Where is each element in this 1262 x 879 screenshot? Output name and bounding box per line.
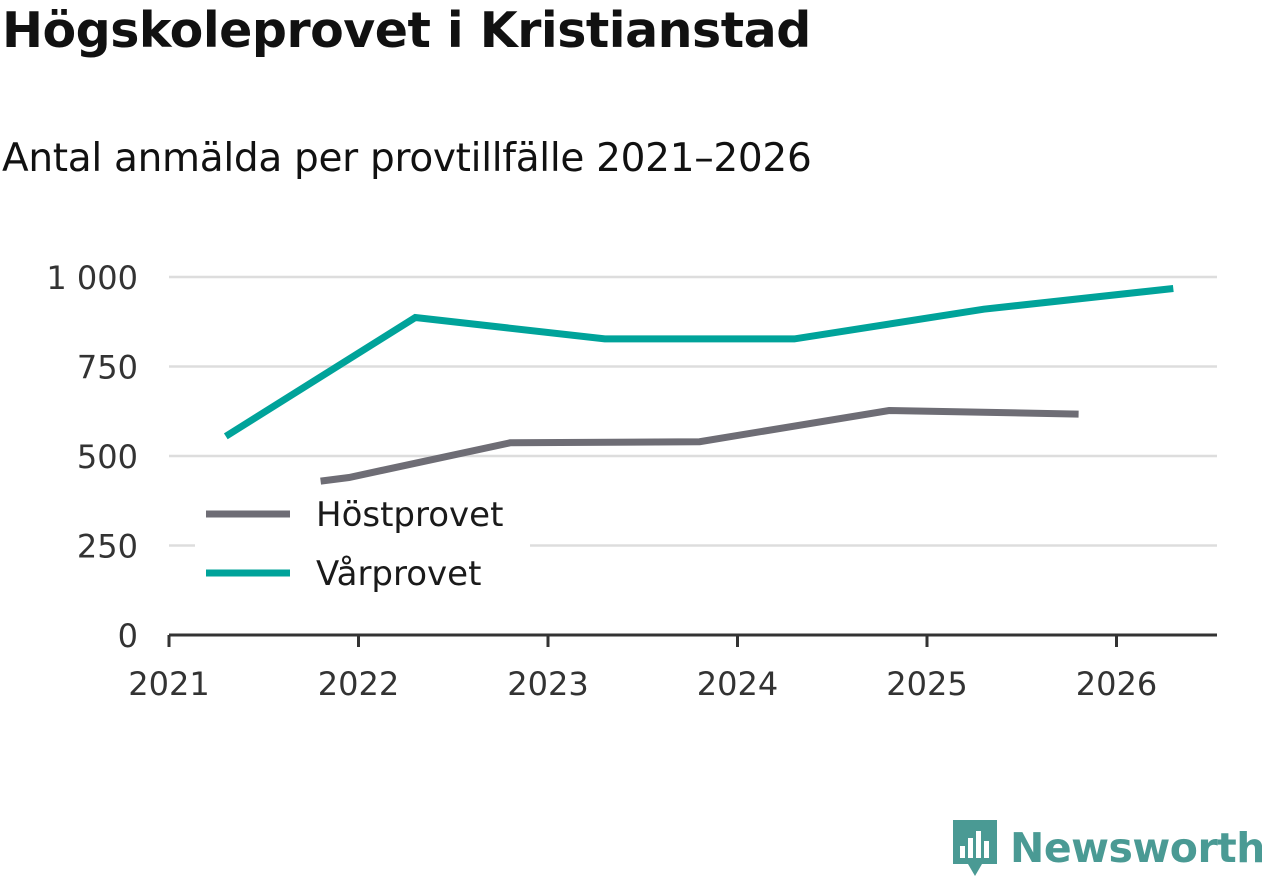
series-line-hostprovet — [320, 406, 1079, 485]
y-axis-labels: 0 250 500 750 1 000 — [46, 259, 138, 655]
y-tick-label: 750 — [77, 349, 138, 387]
legend-label: Höstprovet — [316, 495, 503, 535]
x-tick-label: 2023 — [507, 665, 588, 703]
legend: Höstprovet Vårprovet — [195, 486, 530, 600]
x-tick-label: 2024 — [697, 665, 778, 703]
chart-subtitle: Antal anmälda per provtillfälle 2021–202… — [2, 136, 812, 181]
series-lines — [223, 285, 1174, 485]
logo-wordmark: Newsworthy — [1010, 824, 1262, 872]
y-tick-label: 250 — [77, 528, 138, 566]
y-tick-label: 1 000 — [46, 259, 138, 297]
x-tick-label: 2021 — [128, 665, 209, 703]
x-axis — [167, 633, 1217, 647]
legend-label: Vårprovet — [316, 554, 481, 594]
x-axis-labels: 2021 2022 2023 2024 2025 2026 — [128, 665, 1157, 703]
y-tick-label: 500 — [77, 438, 138, 476]
y-tick-label: 0 — [118, 617, 138, 655]
x-tick-label: 2025 — [886, 665, 967, 703]
chart-title: Högskoleprovet i Kristianstad — [2, 2, 811, 59]
x-tick-label: 2026 — [1076, 665, 1157, 703]
newsworthy-logo: Newsworthy — [950, 818, 1262, 878]
series-line-varprovet — [223, 285, 1174, 440]
newsworthy-logo-icon — [953, 820, 997, 876]
legend-background — [195, 486, 530, 600]
x-tick-label: 2022 — [318, 665, 399, 703]
